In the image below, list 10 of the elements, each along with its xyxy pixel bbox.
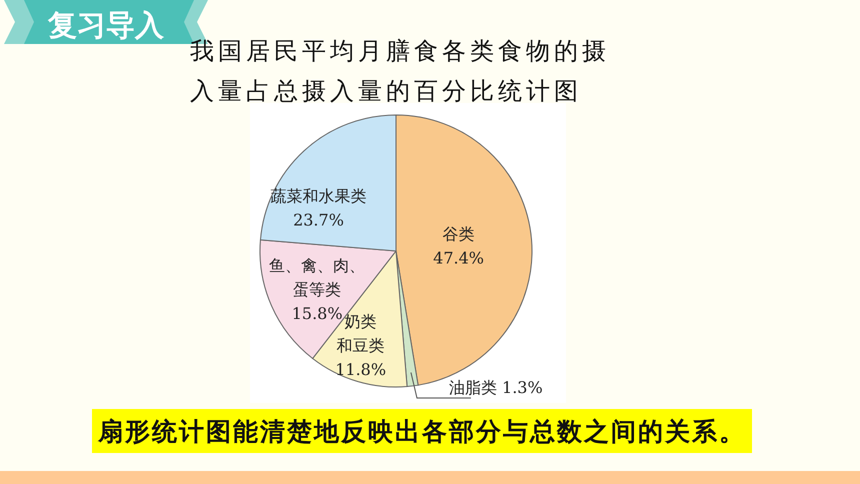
- data-label: 23.7%: [293, 210, 344, 230]
- chart-title: 我国居民平均月膳食各类食物的摄入量占总摄入量的百分比统计图: [190, 37, 610, 105]
- slice-label: 鱼、禽、肉、蛋等类: [269, 256, 366, 300]
- slice-label: 谷类: [442, 224, 475, 244]
- slice-label: 油脂类 1.3%: [448, 378, 543, 397]
- data-label: 47.4%: [433, 248, 484, 268]
- slice-label: 蔬菜和水果类: [270, 186, 366, 206]
- text: 复习导入: [47, 8, 165, 42]
- text: 扇形统计图能清楚地反映出各部分与总数之间的关系。: [97, 417, 746, 446]
- data-label: 11.8%: [335, 360, 386, 379]
